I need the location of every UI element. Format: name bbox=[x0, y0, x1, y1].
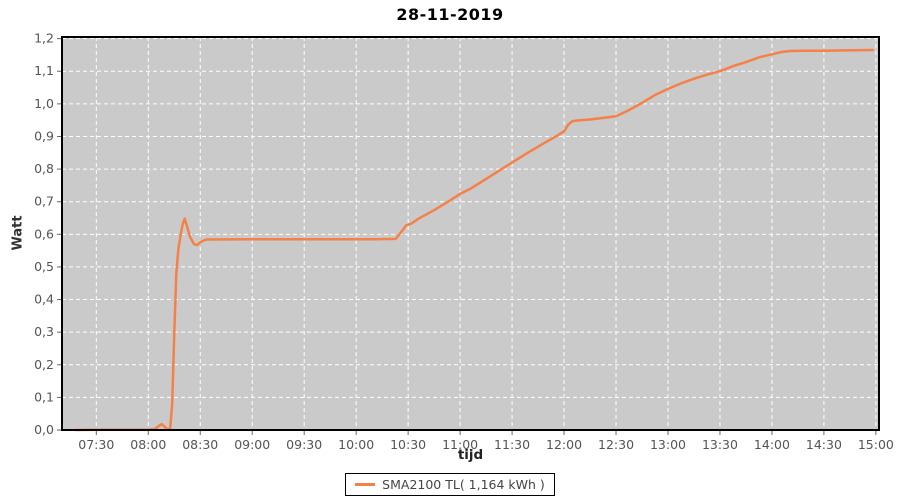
legend-row: SMA2100 TL( 1,164 kWh ) bbox=[0, 473, 900, 496]
plot-border bbox=[61, 36, 880, 431]
x-axis-title: tijd bbox=[457, 447, 484, 463]
y-tick-label: 0,2 bbox=[34, 357, 54, 372]
y-tick-label: 0,1 bbox=[34, 389, 54, 404]
x-tick-label: 09:00 bbox=[234, 437, 270, 452]
plot-area bbox=[62, 37, 879, 430]
x-tick-label: 07:30 bbox=[78, 437, 114, 452]
x-tick-label: 12:00 bbox=[546, 437, 582, 452]
y-tick-label: 0,0 bbox=[34, 422, 54, 437]
x-tick-label: 09:30 bbox=[286, 437, 322, 452]
y-tick-label: 0,7 bbox=[34, 194, 54, 209]
chart-title: 28-11-2019 bbox=[396, 5, 504, 24]
x-tick-label: 10:30 bbox=[390, 437, 426, 452]
x-tick-label: 08:30 bbox=[182, 437, 218, 452]
line-chart: 0,0 0,1 0,2 0,3 0,4 0,5 0,6 0,7 0,8 0,9 1,0 1,1 1,2 0… bbox=[34, 31, 894, 452]
series-line bbox=[74, 48, 875, 432]
x-tick-label: 08:00 bbox=[130, 437, 166, 452]
y-tick-label: 1,2 bbox=[34, 31, 54, 46]
x-tick-label: 10:00 bbox=[338, 437, 374, 452]
y-tick-label: 0,9 bbox=[34, 128, 54, 143]
y-tick-label: 0,6 bbox=[34, 226, 54, 241]
x-tick-label: 14:00 bbox=[754, 437, 790, 452]
x-tick-label: 13:30 bbox=[702, 437, 738, 452]
x-tick-label: 13:00 bbox=[650, 437, 686, 452]
y-axis-title: Watt bbox=[10, 215, 26, 251]
x-tick-label: 14:30 bbox=[806, 437, 842, 452]
y-tick-label: 0,3 bbox=[34, 324, 54, 339]
y-tick-label: 1,0 bbox=[34, 96, 54, 111]
legend-line-swatch bbox=[355, 483, 376, 486]
y-tick-label: 0,5 bbox=[34, 259, 54, 274]
legend: SMA2100 TL( 1,164 kWh ) bbox=[345, 473, 555, 496]
x-tick-label: 15:00 bbox=[858, 437, 894, 452]
y-tick-label: 1,1 bbox=[34, 63, 54, 78]
x-tick-label: 12:30 bbox=[598, 437, 634, 452]
y-tick-label: 0,4 bbox=[34, 292, 54, 307]
legend-label: SMA2100 TL( 1,164 kWh ) bbox=[382, 477, 545, 492]
x-tick-label: 11:00 bbox=[442, 437, 478, 452]
y-tick-label: 0,8 bbox=[34, 161, 54, 176]
x-tick-label: 11:30 bbox=[494, 437, 530, 452]
